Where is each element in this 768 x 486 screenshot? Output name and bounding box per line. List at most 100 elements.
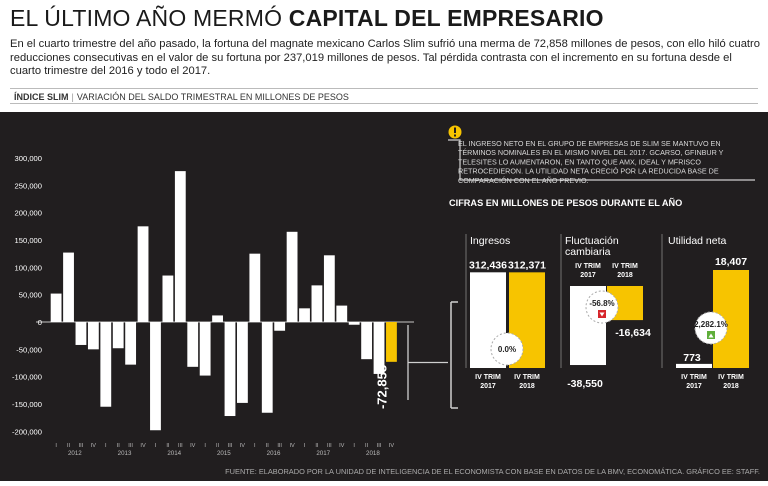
change-value: 0.0%: [498, 345, 516, 354]
note-box-frame: [448, 139, 755, 181]
title-bold: CAPITAL DEL EMPRESARIO: [288, 5, 604, 31]
category-label-line: 2018: [617, 272, 633, 279]
quarter-tick-label: IV: [140, 443, 146, 449]
quarter-bar: [63, 252, 74, 322]
quarter-bar: [373, 322, 385, 374]
category-label-line: 2018: [723, 383, 739, 390]
y-tick-label: 300,000: [15, 154, 42, 163]
quarter-bar: [87, 322, 99, 350]
quarter-tick-label: I: [304, 443, 306, 449]
bar-2017: [676, 363, 712, 368]
panel-title-line: cambiaria: [565, 246, 611, 258]
chart-panel: 300,000 250,000 200,000 150,000 100,000 50,00…: [0, 112, 768, 481]
quarter-tick-label: II: [365, 443, 369, 449]
category-label-line: IV TRIM: [718, 374, 744, 381]
quarter-bar: [249, 253, 261, 322]
source-credit: FUENTE: ELABORADO POR LA UNIDAD DE INTEL…: [0, 463, 768, 481]
quarter-bar: [125, 322, 137, 365]
quarter-tick-label: II: [216, 443, 220, 449]
year-tick-label: 2013: [118, 450, 132, 457]
quarter-tick-label: IV: [389, 443, 395, 449]
category-label-line: IV TRIM: [575, 263, 601, 270]
quarter-bar: [274, 322, 286, 331]
quarter-bar: [112, 322, 124, 349]
quarter-bar: [50, 293, 62, 322]
y-tick-label: 50,000: [19, 291, 42, 300]
quarter-tick-label: III: [178, 443, 183, 449]
panel-title: Fluctuación cambiaria: [565, 235, 619, 258]
quarter-bar: [336, 305, 348, 322]
value-label: 773: [683, 352, 701, 364]
quarter-tick-label: III: [79, 443, 84, 449]
category-label: IV TRIM 2017: [475, 374, 501, 390]
chart-canvas: 300,000 250,000 200,000 150,000 100,000 50,00…: [12, 125, 755, 457]
year-tick-label: 2015: [217, 450, 231, 457]
panel-title-line: Fluctuación: [565, 235, 619, 247]
y-tick-label: -50,000: [16, 345, 42, 354]
value-label: 312,436: [469, 259, 507, 271]
quarter-tick-label: III: [377, 443, 382, 449]
change-badge: [490, 332, 524, 366]
quarter-bar: [75, 322, 87, 345]
category-label: IV TRIM 2017: [681, 374, 707, 390]
y-tick-label: 150,000: [15, 236, 42, 245]
y-tick-label: 250,000: [15, 181, 42, 190]
note-line: EL INGRESO NETO EN EL GRUPO DE EMPRESAS …: [458, 139, 721, 148]
category-label-line: IV TRIM: [475, 374, 501, 381]
quarter-tick-label: II: [266, 443, 270, 449]
lede-paragraph: En el cuarto trimestre del año pasado, l…: [10, 38, 760, 77]
annual-title: CIFRAS EN MILLONES DE PESOS DURANTE EL A…: [449, 198, 682, 208]
quarter-tick-label: IV: [339, 443, 345, 449]
note-line: RETROCEDIERON. LA UTILIDAD NETA CRECIÓ P…: [458, 167, 719, 176]
quarter-tick-label: I: [155, 443, 157, 449]
change-value: 2,282.1%: [694, 320, 728, 329]
quarter-tick-label: I: [254, 443, 256, 449]
quarter-bar: [299, 308, 310, 322]
value-label: -16,634: [615, 327, 651, 339]
quarter-tick-label: IV: [190, 443, 196, 449]
highlight-bracket: [407, 325, 448, 400]
year-tick-label: 2014: [167, 450, 181, 457]
quarter-tick-label: II: [166, 443, 170, 449]
y-tick-label: -100,000: [12, 373, 42, 382]
category-label-line: 2017: [686, 383, 702, 390]
quarter-tick-label: IV: [91, 443, 97, 449]
annual-figures: EL INGRESO NETO EN EL GRUPO DE EMPRESAS …: [448, 125, 755, 409]
highlight-value-label: -72,858: [375, 365, 390, 409]
year-tick-label: 2012: [68, 450, 82, 457]
quarter-tick-label: III: [228, 443, 233, 449]
category-label-line: 2017: [580, 272, 596, 279]
quarter-bar: [174, 171, 186, 322]
quarter-tick-label: IV: [240, 443, 246, 449]
quarter-tick-label: I: [353, 443, 355, 449]
y-tick-label: 200,000: [15, 209, 42, 218]
quarter-tick-label: IV: [289, 443, 295, 449]
chart-subhead: ÍNDICE SLIM | VARIACIÓN DEL SALDO TRIMESTR…: [10, 88, 758, 104]
quarter-bar: [224, 322, 236, 417]
highlight-bar: [386, 322, 397, 362]
note-text: EL INGRESO NETO EN EL GRUPO DE EMPRESAS …: [458, 139, 724, 185]
quarter-bar: [323, 255, 335, 322]
quarterly-chart: 300,000 250,000 200,000 150,000 100,000 50,00…: [12, 154, 414, 457]
year-tick-label: 2017: [316, 450, 330, 457]
quarter-bar: [261, 322, 273, 413]
index-label: ÍNDICE SLIM: [14, 92, 69, 102]
y-tick-label: -200,000: [12, 427, 42, 436]
note-line: TÉRMINOS NOMINALES EN EL MISMO NIVEL DEL…: [458, 148, 724, 157]
quarter-tick-label: I: [55, 443, 57, 449]
quarter-tick-label: I: [105, 443, 107, 449]
value-label: 312,371: [508, 259, 546, 271]
category-label-line: 2018: [519, 383, 535, 390]
quarter-bar: [162, 275, 174, 322]
header: EL ÚLTIMO AÑO MERMÓ CAPITAL DEL EMPRESAR…: [10, 4, 762, 79]
quarter-tick-label: III: [128, 443, 133, 449]
quarter-bar: [361, 322, 373, 360]
category-label: IV TRIM 2018: [612, 263, 638, 279]
subhead-separator: |: [71, 92, 74, 102]
subhead-description: VARIACIÓN DEL SALDO TRIMESTRAL EN MILLON…: [76, 92, 349, 102]
category-label: IV TRIM 2018: [718, 374, 744, 390]
up-arrow-glyph: [708, 333, 714, 338]
quarter-tick-label: II: [315, 443, 319, 449]
category-label-line: IV TRIM: [681, 374, 707, 381]
quarter-tick-label: I: [204, 443, 206, 449]
